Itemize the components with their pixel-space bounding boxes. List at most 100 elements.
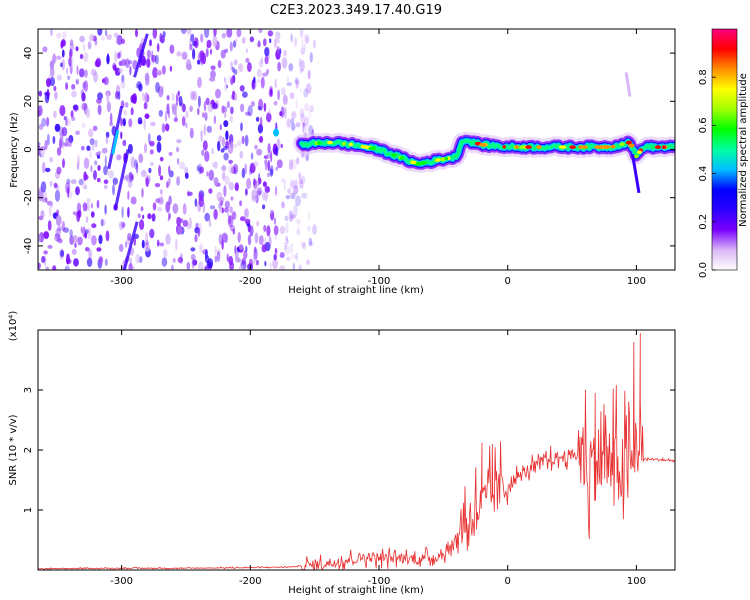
noise-speckle — [208, 169, 215, 181]
noise-speckle — [172, 106, 177, 115]
noise-speckle — [291, 110, 297, 119]
noise-speckle — [159, 189, 163, 195]
noise-speckle — [141, 187, 144, 198]
noise-speckle — [285, 235, 289, 242]
noise-speckle — [286, 118, 292, 128]
noise-speckle — [295, 76, 299, 83]
noise-speckle — [173, 117, 178, 123]
noise-speckle — [293, 185, 299, 195]
noise-speckle — [52, 136, 56, 144]
noise-speckle — [152, 202, 157, 211]
noise-speckle — [57, 226, 62, 232]
trace-peak — [399, 156, 404, 160]
noise-speckle — [139, 219, 145, 231]
noise-speckle — [256, 148, 263, 156]
noise-speckle — [114, 50, 118, 63]
noise-speckle — [79, 35, 85, 43]
noise-speckle — [116, 34, 123, 46]
noise-speckle — [127, 190, 130, 200]
noise-speckle — [269, 262, 272, 269]
noise-speckle — [60, 249, 65, 258]
noise-speckle — [129, 65, 132, 76]
noise-speckle — [138, 83, 143, 92]
trace-peak — [327, 140, 333, 145]
noise-speckle — [129, 257, 132, 269]
trace-peak — [317, 141, 322, 145]
noise-speckle — [89, 138, 95, 146]
noise-streak — [133, 33, 149, 78]
noise-speckle — [209, 127, 212, 133]
noise-speckle — [115, 91, 119, 100]
noise-speckle — [273, 217, 277, 225]
noise-speckle — [44, 197, 48, 203]
noise-speckle — [157, 207, 162, 212]
noise-speckle — [295, 252, 299, 262]
noise-speckle — [105, 230, 110, 242]
noise-speckle — [66, 67, 69, 75]
noise-speckle — [157, 196, 164, 205]
noise-speckle — [49, 66, 55, 78]
noise-speckle — [144, 244, 151, 252]
noise-speckle — [281, 111, 285, 118]
noise-speckle — [74, 242, 77, 248]
noise-speckle — [285, 222, 289, 234]
noise-speckle — [128, 59, 133, 65]
noise-speckle — [124, 101, 129, 108]
noise-speckle — [41, 147, 45, 159]
noise-speckle — [91, 143, 95, 151]
noise-speckle — [201, 54, 206, 63]
noise-speckle — [146, 58, 151, 68]
noise-speckle — [305, 83, 312, 94]
trace-peak — [436, 158, 441, 162]
noise-speckle — [70, 179, 77, 185]
noise-speckle — [197, 95, 201, 108]
snr-series — [38, 332, 675, 570]
noise-speckle — [231, 66, 235, 73]
snr-panel: -300 -200 -100 0 100 1 2 3 Height of straight … — [8, 311, 676, 596]
noise-speckle — [277, 89, 280, 101]
noise-speckle — [106, 92, 110, 103]
noise-speckle — [61, 220, 65, 232]
noise-speckle — [89, 148, 92, 159]
noise-speckle — [60, 39, 66, 47]
noise-speckle — [190, 33, 195, 43]
noise-speckle — [214, 255, 218, 263]
noise-speckle — [229, 41, 233, 52]
colorbar-tick-label: 0.6 — [698, 117, 709, 133]
noise-speckle — [198, 261, 204, 270]
trace-peak — [536, 145, 542, 149]
noise-speckle — [300, 59, 305, 72]
noise-speckle — [258, 189, 261, 198]
noise-speckle — [247, 234, 252, 246]
noise-speckle — [68, 56, 74, 68]
noise-speckle — [208, 219, 212, 228]
noise-speckle — [94, 160, 98, 166]
noise-speckle — [196, 165, 200, 172]
noise-speckle — [46, 78, 51, 88]
noise-speckle — [145, 175, 151, 185]
noise-speckle — [266, 153, 271, 159]
trace-peak — [525, 145, 532, 149]
noise-speckle — [249, 168, 253, 176]
noise-speckle — [56, 209, 59, 216]
noise-speckle — [228, 255, 234, 266]
noise-speckle — [279, 252, 285, 259]
noise-speckle — [56, 32, 62, 39]
noise-speckle — [96, 247, 102, 252]
noise-speckle — [81, 122, 86, 129]
noise-speckle — [239, 200, 243, 207]
noise-speckle — [77, 209, 82, 218]
noise-speckle — [300, 29, 304, 39]
noise-speckle — [303, 33, 310, 44]
noise-speckle — [223, 152, 229, 161]
noise-speckle — [226, 253, 229, 262]
noise-speckle — [260, 76, 265, 89]
noise-speckle — [85, 216, 89, 224]
noise-speckle — [105, 135, 108, 145]
noise-speckle — [231, 211, 237, 220]
noise-speckle — [156, 239, 160, 247]
trace-tail — [624, 72, 632, 97]
noise-speckle — [188, 217, 192, 229]
noise-speckle — [298, 58, 302, 67]
noise-speckle — [63, 227, 69, 233]
